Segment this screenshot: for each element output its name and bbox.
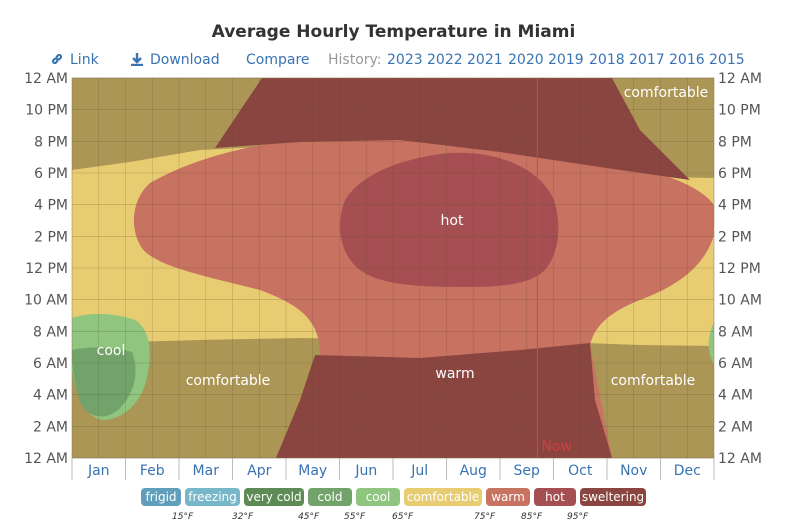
region-labels: hot warm cool comfortable comfortable comfort…	[97, 85, 709, 389]
link-label: Link	[70, 52, 99, 68]
legend-frigid: frigid	[141, 488, 181, 506]
y-tick-label-right: 8 AM	[718, 324, 753, 340]
y-tick-label-right: 6 PM	[718, 166, 752, 182]
threshold-32: 32°F	[232, 512, 254, 522]
threshold-85: 85°F	[521, 512, 543, 522]
compare-button[interactable]: Compare	[246, 52, 310, 68]
y-tick-label-right: 10 PM	[718, 103, 761, 119]
x-tick-label[interactable]: Jul	[410, 463, 428, 479]
year-link-2021[interactable]: 2021	[467, 52, 503, 68]
legend-comfortable: comfortable	[404, 488, 482, 506]
region-label-hot: hot	[441, 213, 464, 229]
y-tick-label-right: 12 AM	[718, 71, 762, 87]
y-tick-label-left: 2 AM	[33, 419, 68, 435]
now-label: Now	[541, 439, 572, 455]
band-hot	[340, 152, 559, 287]
legend-hot: hot	[534, 488, 576, 506]
y-tick-label-left: 4 AM	[33, 388, 68, 404]
y-tick-label-right: 6 AM	[718, 356, 753, 372]
band-cool-december	[708, 322, 714, 365]
legend-sweltering: sweltering	[580, 488, 646, 506]
year-link-2023[interactable]: 2023	[387, 52, 423, 68]
legend-cool: cool	[356, 488, 400, 506]
download-button[interactable]: Download	[130, 52, 220, 68]
threshold-65: 65°F	[392, 512, 414, 522]
now-marker: Now	[536, 78, 572, 458]
x-tick-label[interactable]: Feb	[140, 463, 165, 479]
legend-cold: cold	[308, 488, 352, 506]
y-tick-label-left: 8 AM	[33, 324, 68, 340]
threshold-75: 75°F	[474, 512, 496, 522]
y-axis-left: 12 AM 10 PM 8 PM 6 PM 4 PM 2 PM 12 PM 10 AM 8 AM…	[24, 71, 68, 467]
x-tick-label[interactable]: Dec	[674, 463, 701, 479]
y-tick-label-left: 6 PM	[34, 166, 68, 182]
threshold-45: 45°F	[298, 512, 320, 522]
region-label-cool: cool	[97, 343, 126, 359]
threshold-55: 55°F	[344, 512, 366, 522]
x-tick-label[interactable]: Nov	[620, 463, 647, 479]
legend: frigid freezing very cold cold cool comf…	[0, 488, 787, 528]
year-link-2022[interactable]: 2022	[427, 52, 463, 68]
y-tick-label-left: 10 PM	[25, 103, 68, 119]
y-tick-label-left: 12 AM	[24, 71, 68, 87]
y-tick-label-right: 12 PM	[718, 261, 761, 277]
x-tick-label[interactable]: Jun	[354, 463, 377, 479]
region-label-warm: warm	[435, 366, 474, 382]
y-tick-label-right: 4 AM	[718, 388, 753, 404]
x-tick-label[interactable]: Jan	[87, 463, 110, 479]
legend-very-cold: very cold	[244, 488, 304, 506]
band-sweltering-morning	[276, 343, 612, 458]
download-icon	[131, 53, 143, 67]
legend-warm: warm	[486, 488, 530, 506]
region-label-comfortable: comfortable	[611, 373, 696, 389]
year-link-2018[interactable]: 2018	[589, 52, 625, 68]
x-tick-label[interactable]: Aug	[460, 463, 487, 479]
band-sweltering-evening	[215, 78, 690, 180]
link-icon	[51, 53, 63, 65]
year-link-2016[interactable]: 2016	[669, 52, 705, 68]
y-tick-label-right: 2 AM	[718, 419, 753, 435]
year-link-2019[interactable]: 2019	[548, 52, 584, 68]
y-axis-right: 12 AM 10 PM 8 PM 6 PM 4 PM 2 PM 12 PM 10 AM 8 AM…	[718, 71, 762, 467]
x-tick-label[interactable]: Sep	[514, 463, 541, 479]
x-tick-label[interactable]: Apr	[247, 463, 271, 479]
year-link-2015[interactable]: 2015	[709, 52, 745, 68]
region-label-comfortable: comfortable	[186, 373, 271, 389]
x-tick-label[interactable]: Oct	[568, 463, 593, 479]
region-label-comfortable: comfortable	[624, 85, 709, 101]
y-tick-label-left: 6 AM	[33, 356, 68, 372]
y-tick-label-left: 8 PM	[34, 134, 68, 150]
band-cold	[72, 347, 136, 417]
link-button[interactable]: Link	[50, 52, 99, 68]
y-tick-label-left: 4 PM	[34, 198, 68, 214]
x-tick-label[interactable]: Mar	[193, 463, 220, 479]
threshold-15: 15°F	[172, 512, 194, 522]
chart-title: Average Hourly Temperature in Miami	[211, 22, 576, 42]
history-label: History:	[328, 52, 382, 68]
y-tick-label-right: 12 AM	[718, 451, 762, 467]
y-tick-label-left: 12 AM	[24, 451, 68, 467]
chart-toolbar: Link Download Compare History: 2023 2022…	[0, 52, 787, 70]
year-link-2020[interactable]: 2020	[508, 52, 544, 68]
legend-freezing: freezing	[185, 488, 240, 506]
y-tick-label-right: 4 PM	[718, 198, 752, 214]
y-tick-label-right: 8 PM	[718, 134, 752, 150]
grid-vertical	[98, 78, 688, 458]
threshold-95: 95°F	[567, 512, 589, 522]
y-tick-label-right: 2 PM	[718, 229, 752, 245]
x-tick-label[interactable]: May	[298, 463, 327, 479]
y-tick-label-left: 12 PM	[25, 261, 68, 277]
year-link-2017[interactable]: 2017	[629, 52, 665, 68]
y-tick-label-right: 10 AM	[718, 293, 762, 309]
download-label: Download	[150, 52, 220, 68]
temperature-heatmap: 12 AM 10 PM 8 PM 6 PM 4 PM 2 PM 12 PM 10 AM 8 AM…	[24, 71, 762, 480]
x-axis-labels: Jan Feb Mar Apr May Jun Jul Aug Sep Oct Nov Dec	[87, 463, 701, 479]
y-tick-label-left: 10 AM	[24, 293, 68, 309]
y-tick-label-left: 2 PM	[34, 229, 68, 245]
month-ticks	[71, 458, 715, 480]
